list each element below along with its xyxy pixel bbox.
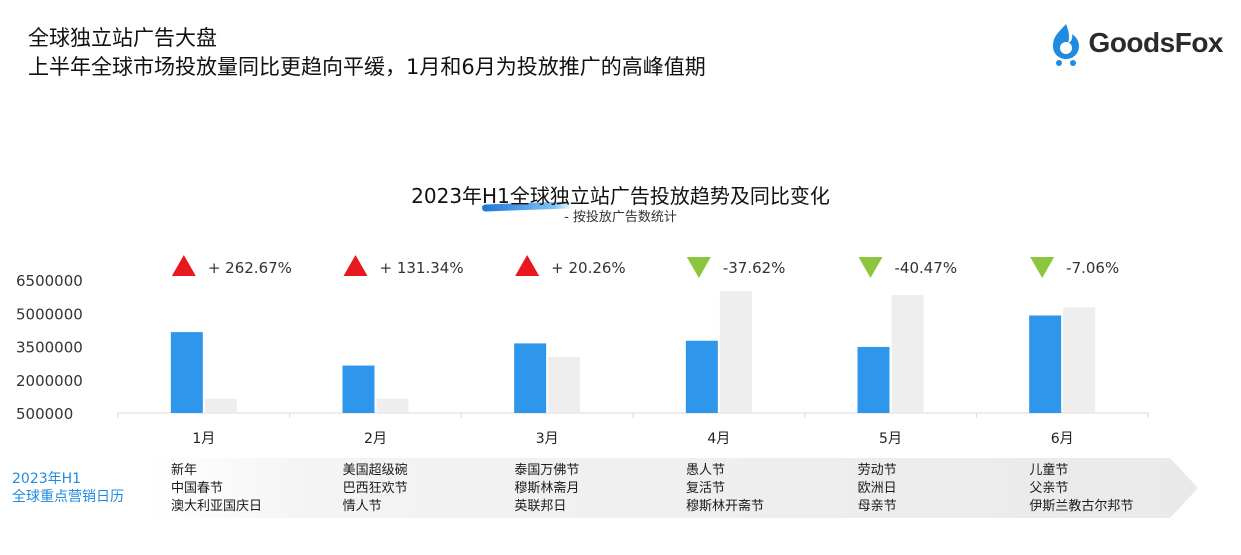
x-tick-label: 5月 [879,431,902,447]
triangle-down-icon [858,257,883,278]
calendar-event: 中国春节 [171,481,224,496]
calendar-event: 穆斯林斋月 [514,481,580,496]
calendar-event: 复活节 [686,481,726,496]
yoy-change-label: -40.47% [895,259,958,277]
bar-2-secondary [376,398,409,413]
yoy-change-label: + 20.26% [551,259,626,277]
y-tick-label: 500000 [16,405,73,423]
calendar-event: 泰国万佛节 [514,463,580,478]
y-tick-label: 2000000 [16,372,83,390]
page-subtitle: 上半年全球市场投放量同比更趋向平缓，1月和6月为投放推广的高峰值期 [28,55,706,79]
page-title: 全球独立站广告大盘 [28,26,217,50]
calendar-event: 穆斯林开斋节 [686,499,765,514]
calendar-label-line1: 2023年H1 [12,471,82,487]
calendar-event: 美国超级碗 [342,463,408,478]
triangle-up-icon [171,255,196,276]
calendar-event: 伊斯兰教古尔邦节 [1029,499,1134,514]
calendar-event: 父亲节 [1029,481,1069,496]
chart-subtitle: - 按投放广告数统计 [564,210,677,225]
brand-name: GoodsFox [1088,27,1224,58]
bar-4-primary [685,340,718,413]
calendar-event: 澳大利亚国庆日 [171,499,263,514]
x-tick-label: 2月 [364,431,387,447]
y-tick-label: 5000000 [16,305,83,323]
chart-title: 2023年H1全球独立站广告投放趋势及同比变化 [411,184,830,208]
calendar-month-6: 儿童节父亲节伊斯兰教古尔邦节 [1029,462,1133,516]
y-tick-label: 6500000 [16,272,83,290]
bar-2-primary [342,365,375,413]
bar-4-secondary [719,291,752,413]
brand-logo: GoodsFox [1047,20,1224,66]
y-tick-label: 3500000 [16,339,83,357]
calendar-event: 劳动节 [857,463,897,478]
calendar-label: 2023年H1 全球重点营销日历 [12,470,147,506]
x-tick-label: 3月 [536,431,559,447]
calendar-event: 情人节 [342,499,382,514]
bar-5-secondary [891,295,924,413]
bar-6-primary [1029,315,1062,413]
calendar-month-5: 劳动节 欧洲日 母亲节 [858,462,897,516]
calendar-month-4: 愚人节复活节穆斯林开斋节 [686,462,764,516]
triangle-down-icon [686,257,711,278]
calendar-event: 新年 [171,463,198,478]
calendar-event: 欧洲日 [857,481,897,496]
calendar-event: 英联邦日 [514,499,567,514]
yoy-change-label: + 262.67% [208,259,292,277]
bar-1-secondary [204,398,237,413]
triangle-down-icon [1030,257,1055,278]
fox-cart-icon [1052,24,1079,66]
x-tick-label: 6月 [1051,431,1074,447]
calendar-label-line2: 全球重点营销日历 [12,489,124,505]
bar-6-secondary [1063,307,1096,413]
calendar-event: 母亲节 [857,499,897,514]
calendar-event: 儿童节 [1029,463,1069,478]
calendar-arrow-band [150,458,1198,518]
x-tick-label: 4月 [707,431,730,447]
calendar-month-3: 泰国万佛节穆斯林斋月英联邦日 [514,462,579,516]
calendar-month-2: 美国超级碗巴西狂欢节情人节 [343,462,408,516]
bar-5-primary [857,346,890,413]
calendar-event: 巴西狂欢节 [342,481,408,496]
page-header: 全球独立站广告大盘 上半年全球市场投放量同比更趋向平缓，1月和6月为投放推广的高… [28,24,706,82]
bar-3-secondary [548,356,581,413]
calendar-event: 愚人节 [686,463,726,478]
yoy-change-label: + 131.34% [380,259,464,277]
calendar-month-1: 新年中国春节澳大利亚国庆日 [171,462,262,516]
bar-1-primary [170,332,203,413]
yoy-change-label: -37.62% [723,259,786,277]
triangle-up-icon [343,255,368,276]
yoy-change-label: -7.06% [1066,259,1119,277]
bar-3-primary [514,343,547,413]
x-tick-label: 1月 [192,431,215,447]
triangle-up-icon [515,255,540,276]
